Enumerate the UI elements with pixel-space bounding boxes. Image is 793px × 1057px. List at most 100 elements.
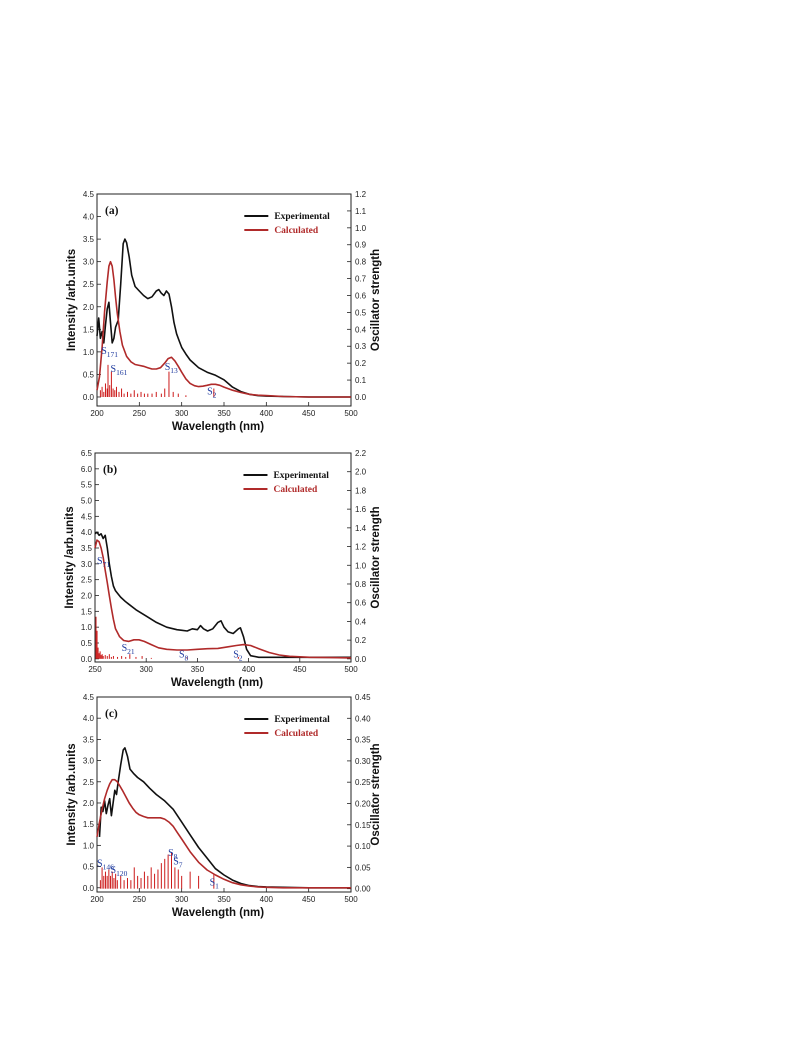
y-tick-label: 4.5 [81,512,93,521]
y-tick-label: 4.0 [83,213,95,222]
y-axis-label: Intensity /arb.units [66,743,78,845]
x-axis-label: Wavelength (nm) [172,421,264,433]
state-annotation: S1 [210,878,220,891]
x-tick-label: 300 [175,895,189,904]
state-annotation: S146 [97,859,114,872]
x-tick-label: 350 [217,409,231,418]
x-axis-label: Wavelength (nm) [171,677,263,689]
x-tick-label: 250 [133,409,147,418]
state-annotation-base: S [207,387,213,398]
y2-tick-label: 2.2 [355,449,367,458]
x-tick-label: 300 [175,409,189,418]
y2-tick-label: 0.00 [355,885,371,894]
y-tick-label: 3.0 [83,757,95,766]
y2-tick-label: 0.4 [355,617,367,626]
y2-tick-label: 1.0 [355,561,367,570]
x-tick-label: 450 [302,409,316,418]
y-tick-label: 1.0 [83,841,95,850]
calculated-line [94,539,352,659]
y-tick-label: 2.5 [83,778,95,787]
state-annotation-base: S [168,848,174,859]
y2-tick-label: 0.7 [355,275,367,284]
x-tick-label: 350 [217,895,231,904]
x-tick-label: 500 [344,665,358,674]
y-tick-label: 2.0 [83,303,95,312]
state-annotation-base: S [97,556,103,567]
state-annotation-subscript: 21 [127,647,135,656]
y2-tick-label: 0.0 [355,393,367,402]
y-tick-label: 1.5 [83,325,95,334]
chart-panel: 200 250 300 350 400 450 500 0.0 0.5 1.0 1.5 2.0 2.5 3… [66,190,382,433]
x-tick-label: 400 [260,895,274,904]
y-tick-label: 3.0 [81,560,93,569]
y2-tick-label: 0.0 [355,655,367,664]
y2-tick-label: 1.8 [355,486,367,495]
state-annotation-base: S [111,865,117,876]
state-annotation-subscript: 7 [179,860,183,869]
y2-axis-label: Oscillator strength [370,743,382,845]
y2-tick-label: 0.6 [355,291,367,300]
y2-tick-label: 0.45 [355,693,371,702]
state-annotation: S2 [233,649,243,662]
state-annotation-subscript: 13 [170,366,178,375]
calculated-line [96,260,351,398]
state-annotation-base: S [97,859,103,870]
y2-tick-label: 1.6 [355,505,367,514]
y2-tick-label: 0.30 [355,757,371,766]
y-tick-label: 2.0 [81,592,93,601]
y2-axis-label: Oscillator strength [370,506,382,608]
state-annotation-subscript: 161 [116,368,128,377]
y2-tick-label: 2.0 [355,468,367,477]
x-tick-label: 500 [344,895,358,904]
state-annotation-base: S [173,856,179,867]
state-annotation-subscript: 2 [239,653,243,662]
calculated-line [96,778,351,889]
state-annotation-subscript: 8 [174,852,178,861]
panel-label: (c) [105,708,118,720]
y2-tick-label: 0.05 [355,863,371,872]
panel-label: (a) [105,205,119,217]
y2-tick-label: 1.0 [355,224,367,233]
state-annotation: S171 [101,346,118,359]
y2-tick-label: 0.10 [355,842,371,851]
y-tick-label: 3.5 [83,735,95,744]
y-tick-label: 1.0 [83,348,95,357]
x-tick-label: 500 [344,409,358,418]
state-annotation: S8 [179,649,189,662]
y-tick-label: 2.5 [83,280,95,289]
state-annotation: S21 [122,643,135,656]
chart-panel: 250 300 350 400 450 5000.00.51.01.52.02.53.03… [64,449,382,689]
y2-tick-label: 0.1 [355,376,367,385]
x-tick-label: 250 [133,895,147,904]
state-annotation-base: S [179,649,185,660]
y-tick-label: 4.0 [83,714,95,723]
legend-entry: Calculated [274,729,319,739]
x-axis-label: Wavelength (nm) [172,907,264,919]
state-annotation-base: S [122,643,128,654]
state-annotation-base: S [111,364,117,375]
state-annotation-subscript: 1 [215,882,219,891]
y2-tick-label: 0.3 [355,342,367,351]
state-annotation: S2 [207,387,217,400]
experimental-line [96,238,351,398]
state-annotation-subscript: 71 [103,560,111,569]
state-annotation: S161 [111,364,128,377]
panel-label: (b) [103,464,117,476]
y2-tick-label: 0.40 [355,714,371,723]
x-tick-label: 250 [88,665,102,674]
y-tick-label: 1.5 [81,607,93,616]
state-annotation: S120 [111,865,128,878]
y-tick-label: 0.0 [83,884,95,893]
x-tick-label: 200 [90,895,104,904]
legend-entry: Experimental [274,212,330,222]
y2-tick-label: 0.8 [355,258,367,267]
y-tick-label: 3.0 [83,258,95,267]
y2-tick-label: 0.2 [355,636,367,645]
y2-tick-label: 0.25 [355,778,371,787]
state-annotation-subscript: 120 [116,869,128,878]
legend-entry: Calculated [274,226,319,236]
legend-entry: Experimental [274,715,330,725]
state-annotation-base: S [165,362,171,373]
y-tick-label: 6.0 [81,465,93,474]
state-annotation-subscript: 171 [107,350,119,359]
